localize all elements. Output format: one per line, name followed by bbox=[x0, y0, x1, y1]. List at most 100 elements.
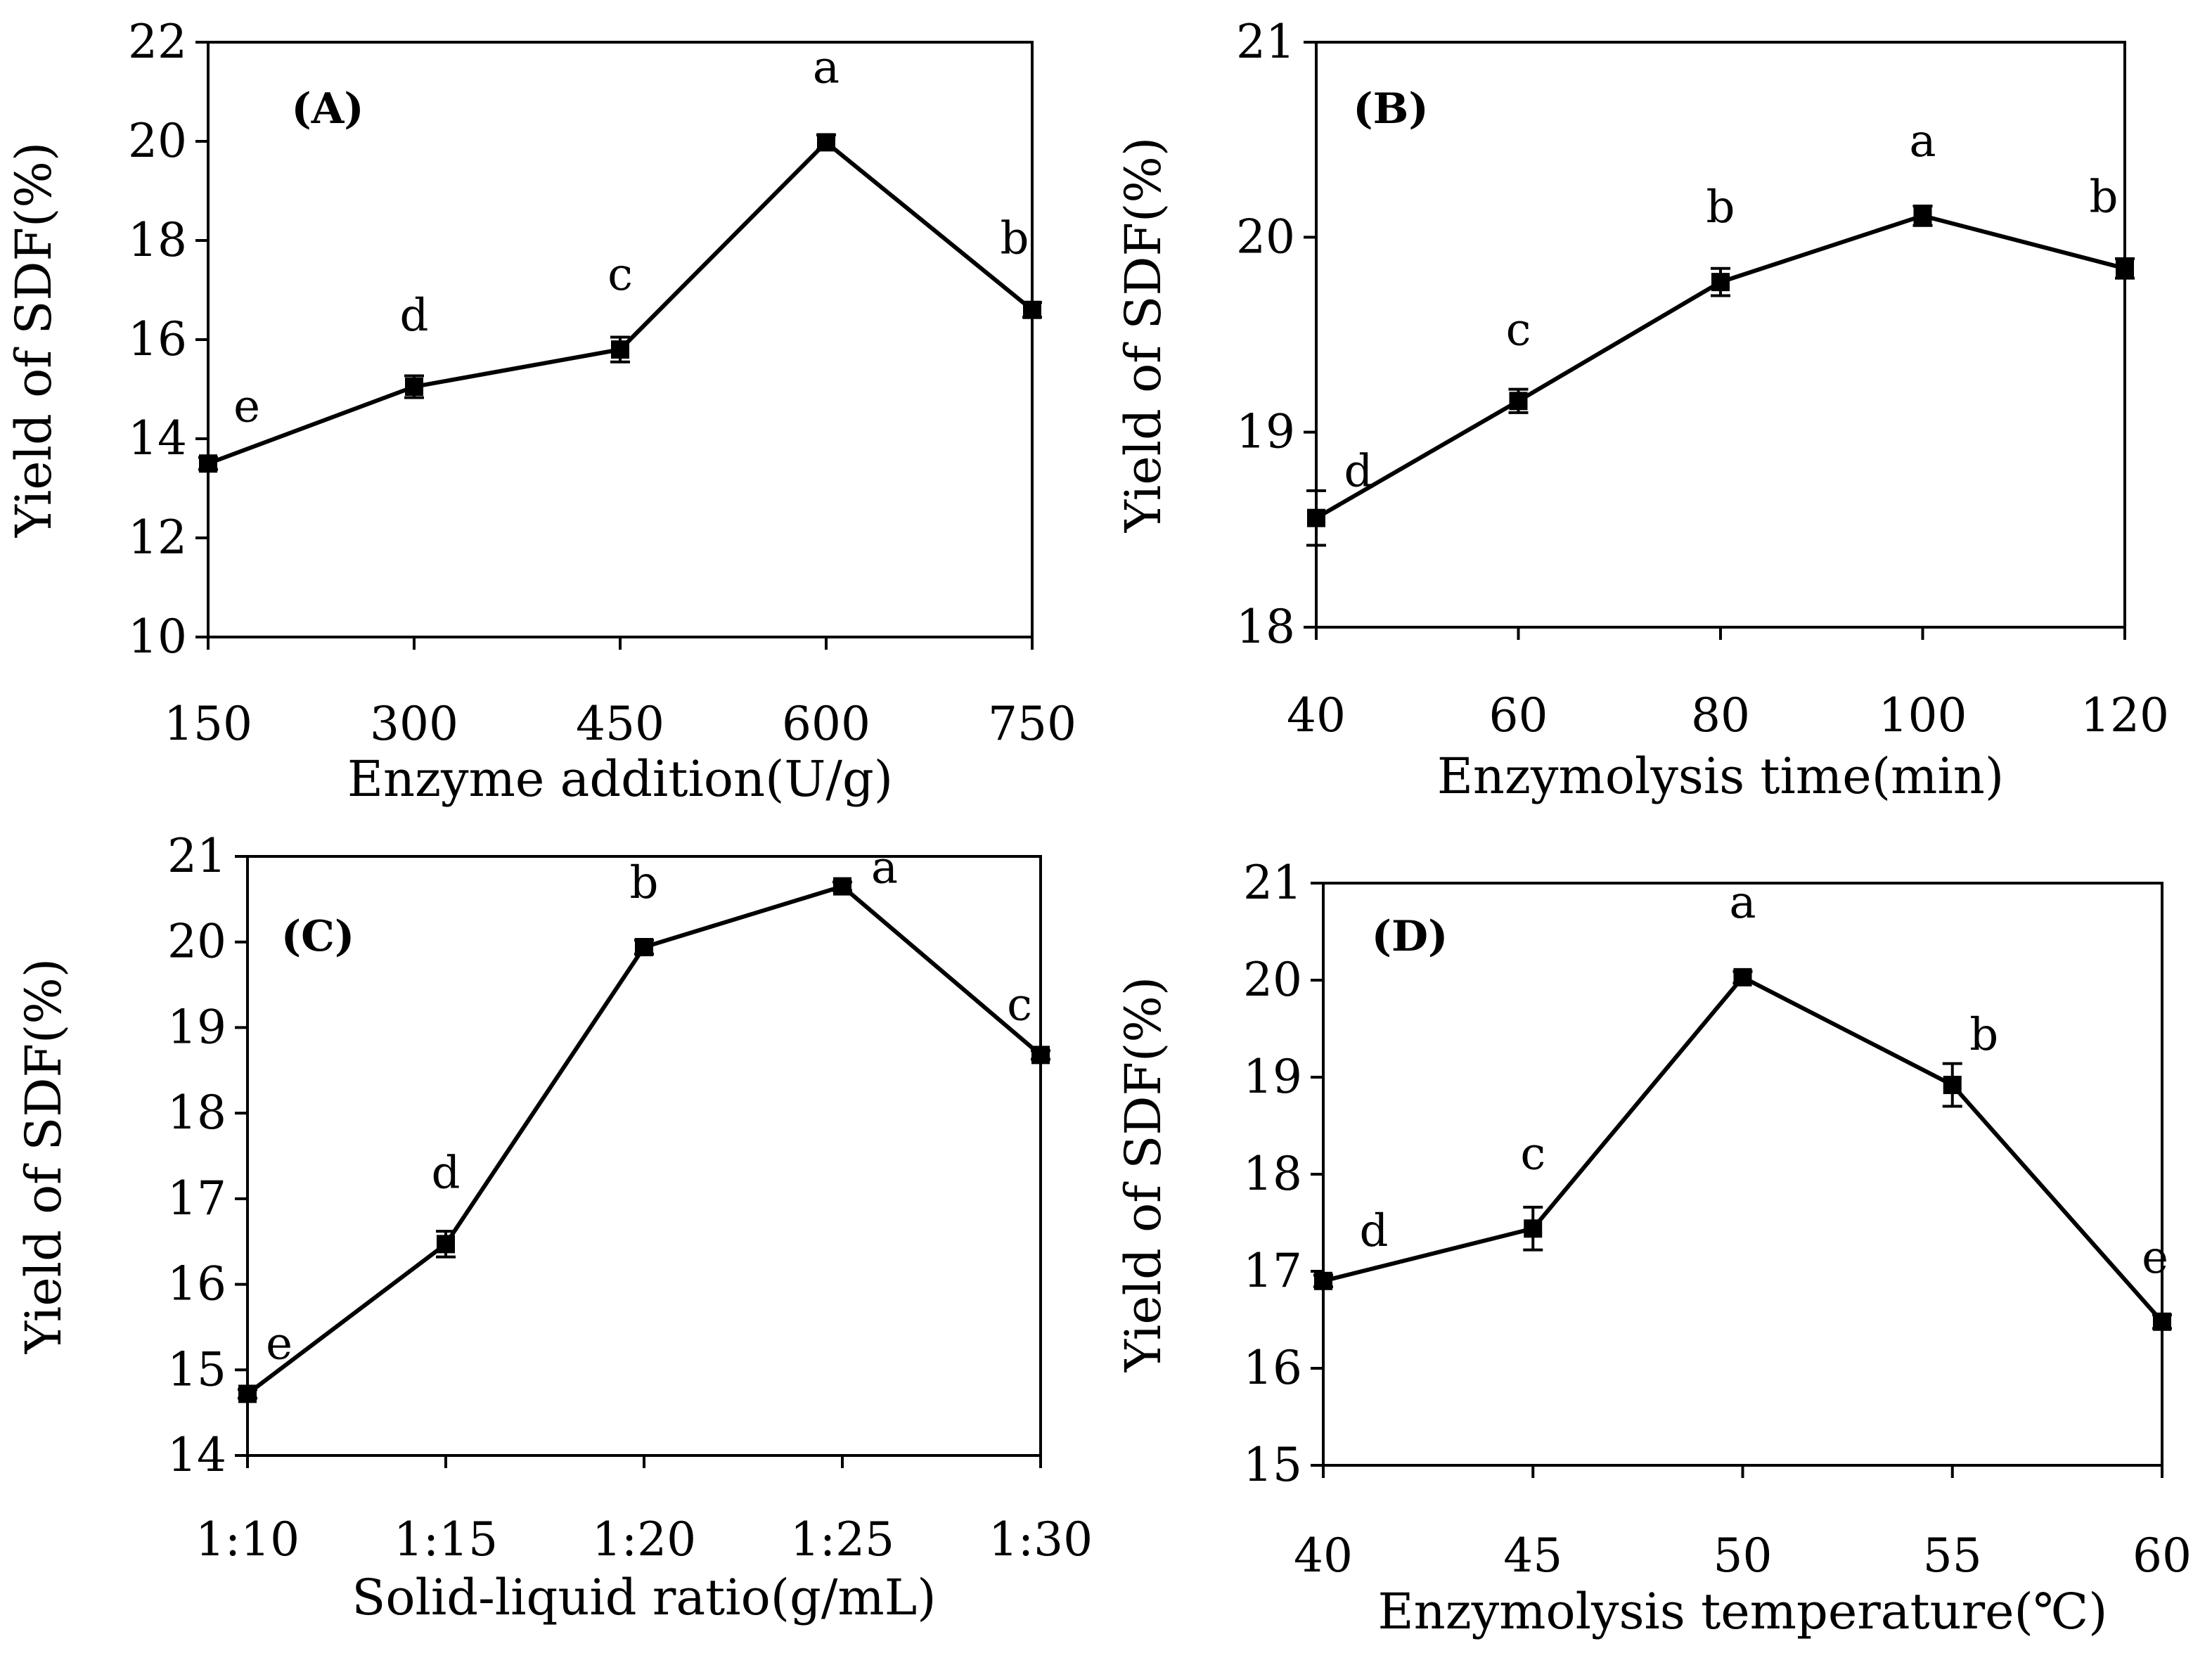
significance-letter: d bbox=[432, 1147, 461, 1199]
series-line bbox=[1315, 213, 2126, 520]
y-tick-label: 20 bbox=[1236, 210, 1295, 264]
y-axis-title: Yield of SDF(%) bbox=[1114, 137, 1172, 533]
data-point-marker bbox=[1509, 392, 1528, 411]
data-point-marker bbox=[1913, 206, 1932, 225]
y-tick-label: 16 bbox=[1243, 1341, 1302, 1395]
significance-letter: d bbox=[1360, 1205, 1389, 1257]
significance-letter: e bbox=[266, 1318, 292, 1370]
series-line bbox=[1323, 975, 2164, 1323]
significance-letter: d bbox=[400, 290, 429, 342]
x-tick-label: 300 bbox=[370, 697, 458, 751]
significance-letter: a bbox=[1909, 115, 1936, 167]
significance-letter: c bbox=[1007, 979, 1032, 1031]
y-tick-label: 16 bbox=[167, 1257, 226, 1311]
y-tick-label: 18 bbox=[167, 1086, 226, 1140]
data-point-marker bbox=[1307, 508, 1325, 527]
y-tick-label: 22 bbox=[128, 15, 187, 69]
y-tick-label: 18 bbox=[1236, 600, 1295, 654]
x-axis-title: Enzymolysis temperature(℃) bbox=[1378, 1583, 2108, 1640]
significance-letter: b bbox=[630, 857, 659, 909]
y-tick-label: 18 bbox=[1243, 1147, 1302, 1201]
y-tick-label: 21 bbox=[167, 829, 226, 883]
x-tick-label: 600 bbox=[782, 697, 870, 751]
x-tick-label: 1:15 bbox=[394, 1512, 498, 1567]
x-tick-label: 750 bbox=[988, 697, 1076, 751]
significance-letter: a bbox=[813, 41, 840, 94]
x-tick-label: 40 bbox=[1294, 1529, 1353, 1583]
significance-letter: a bbox=[871, 842, 898, 894]
x-tick-label: 150 bbox=[164, 697, 252, 751]
y-tick-label: 19 bbox=[167, 1000, 226, 1054]
y-tick-label: 15 bbox=[1243, 1438, 1302, 1492]
y-tick-label: 17 bbox=[167, 1171, 226, 1226]
chart-panel-4: 15 16 17 18 19 20 21 40 45 50 55 60 Enzymolysis temp… bbox=[1114, 856, 2192, 1640]
data-point-marker bbox=[1943, 1076, 1962, 1095]
panel-label: (A) bbox=[291, 84, 364, 134]
x-tick-label: 100 bbox=[1879, 688, 1967, 742]
significance-letter: c bbox=[1506, 304, 1531, 356]
data-point-marker bbox=[1524, 1219, 1543, 1238]
data-point-marker bbox=[437, 1235, 455, 1254]
data-point-marker bbox=[1314, 1271, 1332, 1290]
x-tick-label: 1:30 bbox=[989, 1512, 1093, 1567]
y-tick-label: 21 bbox=[1243, 856, 1302, 910]
series-line bbox=[207, 139, 1034, 466]
y-tick-label: 20 bbox=[167, 915, 226, 969]
data-point-marker bbox=[405, 377, 423, 396]
y-tick-label: 10 bbox=[128, 610, 187, 664]
y-tick-label: 19 bbox=[1243, 1050, 1302, 1104]
y-tick-label: 20 bbox=[1243, 953, 1302, 1007]
y-tick-label: 18 bbox=[128, 213, 187, 267]
x-tick-label: 80 bbox=[1691, 688, 1750, 742]
x-tick-label: 1:10 bbox=[195, 1512, 300, 1567]
y-tick-label: 17 bbox=[1243, 1244, 1302, 1298]
data-point-marker bbox=[635, 938, 653, 957]
data-point-marker bbox=[611, 340, 629, 359]
x-tick-label: 50 bbox=[1713, 1529, 1773, 1583]
significance-letter: b bbox=[2090, 172, 2118, 224]
y-tick-label: 19 bbox=[1236, 405, 1295, 459]
chart-panel-2: 18 19 20 21 40 60 80 100 120 Enzymolysis time(min… bbox=[1114, 15, 2169, 805]
y-tick-label: 16 bbox=[128, 312, 187, 366]
y-axis-title: Yield of SDF(%) bbox=[1114, 977, 1172, 1372]
significance-letter: b bbox=[1706, 181, 1735, 233]
panel-label: (B) bbox=[1353, 84, 1429, 134]
data-point-marker bbox=[1733, 968, 1752, 986]
x-axis-title: Enzymolysis time(min) bbox=[1437, 747, 2004, 805]
x-tick-label: 1:20 bbox=[592, 1512, 696, 1567]
y-axis-title: Yield of SDF(%) bbox=[15, 958, 72, 1354]
x-tick-label: 60 bbox=[2133, 1529, 2192, 1583]
x-tick-label: 120 bbox=[2081, 688, 2169, 742]
series-line bbox=[246, 884, 1042, 1396]
y-tick-label: 20 bbox=[128, 114, 187, 168]
panel-label: (D) bbox=[1372, 912, 1448, 961]
significance-letter: c bbox=[607, 249, 633, 301]
data-point-marker bbox=[238, 1384, 257, 1403]
data-point-marker bbox=[1031, 1046, 1050, 1065]
y-tick-label: 14 bbox=[128, 411, 187, 465]
data-point-marker bbox=[1023, 300, 1041, 319]
significance-letter: e bbox=[2142, 1232, 2168, 1284]
data-point-marker bbox=[2116, 259, 2134, 278]
x-tick-label: 55 bbox=[1923, 1529, 1982, 1583]
data-point-marker bbox=[833, 877, 851, 896]
y-tick-label: 14 bbox=[167, 1428, 226, 1482]
significance-letter: b bbox=[1969, 1009, 1998, 1061]
plot-frame bbox=[1315, 41, 2126, 629]
chart-panel-1: 10 12 14 16 18 20 22 150 300 450 600 750 Enzyme addi… bbox=[5, 15, 1076, 808]
y-tick-label: 12 bbox=[128, 510, 187, 565]
data-point-marker bbox=[817, 133, 835, 152]
x-tick-label: 45 bbox=[1503, 1529, 1562, 1583]
data-point-marker bbox=[1711, 273, 1730, 292]
data-point-marker bbox=[2153, 1312, 2171, 1331]
y-axis-title: Yield of SDF(%) bbox=[5, 142, 63, 538]
significance-letter: c bbox=[1520, 1128, 1545, 1180]
x-tick-label: 60 bbox=[1489, 688, 1548, 742]
x-axis-title: Solid-liquid ratio(g/mL) bbox=[352, 1569, 936, 1626]
y-tick-label: 21 bbox=[1236, 15, 1295, 69]
x-axis-title: Enzyme addition(U/g) bbox=[347, 750, 893, 808]
x-tick-label: 1:25 bbox=[790, 1512, 894, 1567]
y-tick-label: 15 bbox=[167, 1342, 226, 1396]
significance-letter: e bbox=[233, 380, 260, 432]
